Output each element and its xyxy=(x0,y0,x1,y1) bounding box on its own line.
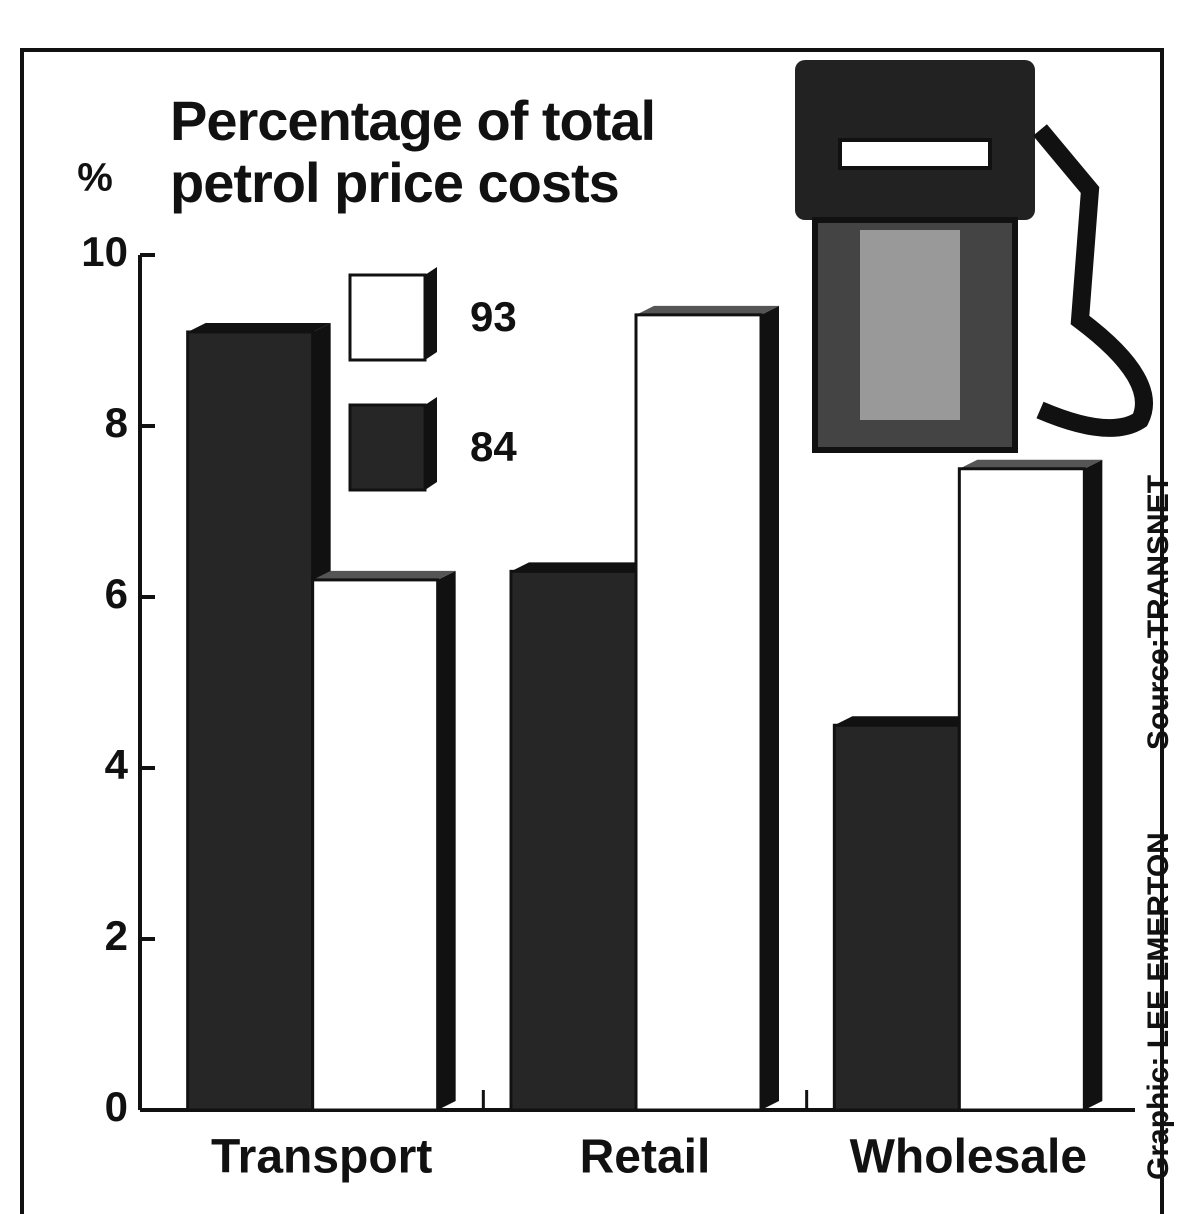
bar-top xyxy=(834,716,978,726)
bar-top xyxy=(312,570,456,580)
bar-side xyxy=(437,570,456,1110)
y-tick-label: 2 xyxy=(105,912,128,959)
y-tick-label: 6 xyxy=(105,570,128,617)
y-tick-label: 8 xyxy=(105,399,128,446)
bar xyxy=(832,723,961,1112)
y-tick-label: 0 xyxy=(105,1083,128,1130)
source: Source:TRANSNET xyxy=(1142,475,1175,750)
legend-swatch xyxy=(348,273,427,362)
bar-top xyxy=(187,322,331,332)
x-tick-label: Transport xyxy=(211,1131,432,1184)
y-axis-label: % xyxy=(77,156,113,200)
legend-swatch-side xyxy=(425,267,437,360)
bar-side xyxy=(761,305,779,1111)
legend-swatch xyxy=(348,403,427,492)
pump-window xyxy=(860,230,960,420)
bar xyxy=(186,330,315,1112)
bar-top xyxy=(511,562,654,572)
legend-label: 93 xyxy=(470,293,517,340)
credit: Graphic: LEE EMERTON xyxy=(1142,832,1175,1180)
pump-display xyxy=(838,138,992,170)
pump-hose xyxy=(1033,124,1153,437)
pump-icon xyxy=(795,60,1153,453)
bar xyxy=(634,313,763,1112)
x-tick-label: Wholesale xyxy=(850,1131,1087,1184)
legend-swatch-side xyxy=(425,397,437,490)
chart-title: Percentage of total petrol price costs xyxy=(170,89,656,214)
bar-top xyxy=(636,305,779,315)
y-tick-label: 10 xyxy=(81,228,128,275)
y-tick-label: 4 xyxy=(105,741,129,788)
bar xyxy=(957,467,1086,1112)
legend-label: 84 xyxy=(470,423,517,470)
bar-side xyxy=(1084,459,1103,1110)
frame xyxy=(20,48,1164,1214)
x-tick-label: Retail xyxy=(580,1131,711,1184)
bar xyxy=(311,578,440,1112)
bar xyxy=(509,569,638,1112)
bar-top xyxy=(959,459,1103,469)
